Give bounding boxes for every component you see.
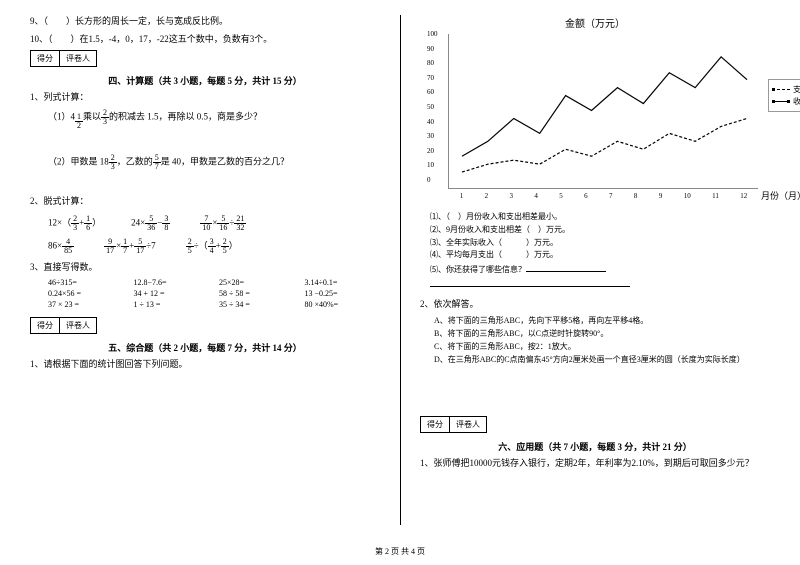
x-label: 月份（月）: [761, 189, 800, 202]
q10: 10、（ ）在1.5，-4，0，17，-22这五个数中，负数有3个。: [30, 33, 380, 47]
cq3: ⑶、全年实际收入（ ）万元。: [430, 237, 770, 250]
grader-label: 评卷人: [60, 51, 96, 66]
score-box-6: 得分评卷人: [420, 416, 487, 433]
eq-row-2: 86×485 917×17+517÷7 25÷（34+25）: [48, 238, 380, 255]
q4-1-1: （1）412乘以23的积减去 1.5，再除以 0.5，商是多少？: [48, 109, 380, 131]
calc-grid: 46÷315=12.8−7.6=25×28=3.14÷0.1= 0.24×56 …: [48, 278, 380, 309]
score-box: 得分评卷人: [30, 50, 97, 67]
cq1: ⑴、（ ）月份收入和支出相差最小。: [430, 211, 770, 224]
right-column: 金额（万元） 1009080706050403020100 1234567891…: [420, 15, 770, 515]
q2: 2、依次解答。: [420, 298, 770, 312]
q9: 9、（ ）长方形的周长一定，长与宽成反比例。: [30, 15, 380, 29]
left-column: 9、（ ）长方形的周长一定，长与宽成反比例。 10、（ ）在1.5，-4，0，1…: [30, 15, 380, 515]
y-axis: 1009080706050403020100: [427, 30, 438, 184]
q6-1: 1、张师傅把10000元钱存入银行，定期2年，年利率为2.10%，到期后可取回多…: [420, 457, 770, 471]
q4-3: 3、直接写得数。: [30, 261, 380, 275]
eq-row-1: 12×（23+16） 24×536−38 710×516÷2132: [48, 215, 380, 232]
q5-1: 1、请根据下面的统计图回答下列问题。: [30, 358, 380, 372]
income-line: [462, 57, 747, 156]
q2a: A、将下面的三角形ABC，先向下平移5格，再向左平移4格。: [434, 315, 770, 328]
section-4-title: 四、计算题（共 3 小题，每题 5 分，共计 15 分）: [30, 74, 380, 87]
score-box-5: 得分评卷人: [30, 317, 97, 334]
q2c: C、将下面的三角形ABC，按2：1放大。: [434, 341, 770, 354]
chart-legend: 支出 收入: [768, 79, 800, 112]
x-axis: 123456789101112: [449, 192, 758, 200]
q2b: B、将下面的三角形ABC，以C点逆时针旋转90°。: [434, 328, 770, 341]
q4-2: 2、脱式计算：: [30, 195, 380, 209]
chart-questions: ⑴、（ ）月份收入和支出相差最小。 ⑵、9月份收入和支出相差（ ）万元。 ⑶、全…: [430, 211, 770, 292]
q4-1: 1、列式计算：: [30, 91, 380, 105]
section-5-title: 五、综合题（共 2 小题，每题 7 分，共计 14 分）: [30, 341, 380, 354]
chart-title: 金额（万元）: [420, 15, 770, 30]
cq2: ⑵、9月份收入和支出相差（ ）万元。: [430, 224, 770, 237]
score-label: 得分: [31, 51, 60, 66]
page-footer: 第 2 页 共 4 页: [0, 546, 800, 557]
line-chart: 1009080706050403020100 123456789101112 月…: [448, 34, 758, 189]
q4-1-2: （2）甲数是 1823，乙数的57是 40，甲数是乙数的百分之几？: [48, 154, 380, 171]
cq4: ⑷、平均每月支出（ ）万元。: [430, 249, 770, 262]
q2d: D、在三角形ABC的C点南偏东45°方向2厘米处画一个直径3厘米的圆（长度为实际…: [434, 354, 770, 367]
section-6-title: 六、应用题（共 7 小题，每题 3 分，共计 21 分）: [420, 440, 770, 453]
cq5: ⑸、你还获得了哪些信息？: [430, 262, 770, 277]
